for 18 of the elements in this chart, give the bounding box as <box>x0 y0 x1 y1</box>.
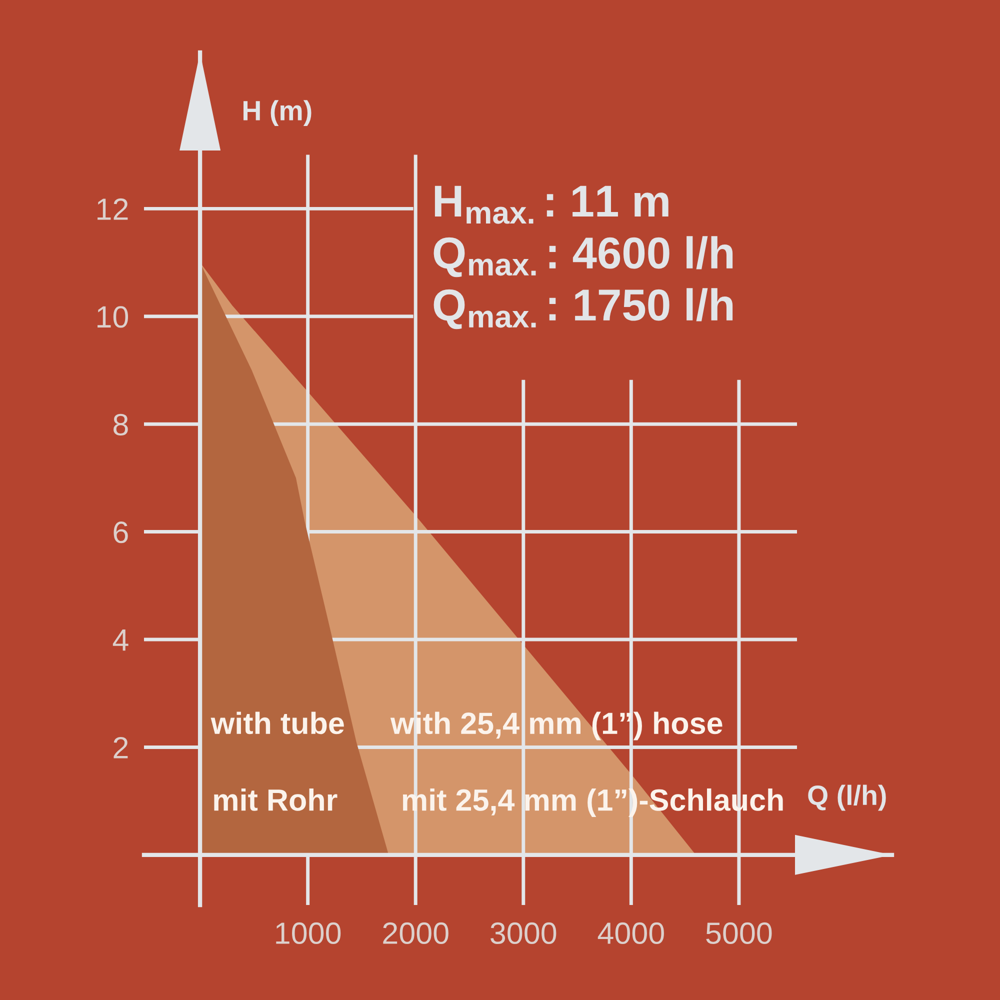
annotation: Q$_{max.}$: 1750 l/h <box>434 288 733 330</box>
annotation: mit Rohr <box>214 788 338 811</box>
y-tick-label: 4 <box>112 630 128 651</box>
y-tick-label: 8 <box>114 414 128 436</box>
y-tick-label: 6 <box>114 522 128 544</box>
x-tick-label: 5000 <box>706 922 772 944</box>
y-axis-title: H (m) <box>244 100 312 126</box>
x-tick-label: 3000 <box>490 922 556 944</box>
y-tick-label: 2 <box>114 736 128 758</box>
annotation: H$_{max.}$: 11 m <box>434 186 668 224</box>
x-tick-label: 4000 <box>598 922 664 944</box>
x-tick-label: 1000 <box>276 922 341 944</box>
x-tick-label: 2000 <box>383 922 448 944</box>
x-axis-title: Q (l/h) <box>808 784 886 811</box>
y-tick-label: 12 <box>98 198 128 220</box>
annotation: Q$_{max.}$: 4600 l/h <box>434 236 733 278</box>
annotation: with tube <box>210 712 344 734</box>
y-tick-label: 10 <box>98 306 128 328</box>
